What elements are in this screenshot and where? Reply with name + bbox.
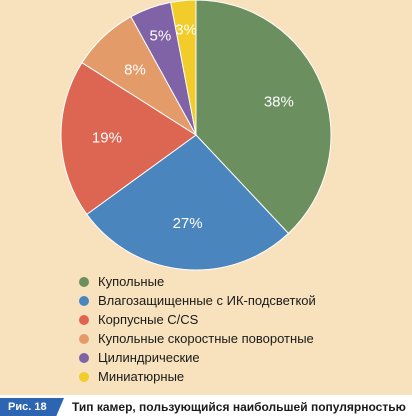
legend-item: Влагозащищенные с ИК-подсветкой — [79, 291, 316, 310]
legend-swatch — [79, 333, 89, 344]
pie-slice-3 — [60, 61, 197, 216]
legend-label: Купольные — [98, 274, 165, 289]
legend-swatch — [79, 371, 89, 382]
pie-slice-label-4: 8% — [124, 62, 146, 79]
legend-label: Купольные скоростные поворотные — [98, 331, 314, 346]
figure-caption-text: Тип камер, пользующийся наибольшей попул… — [72, 400, 406, 414]
pie-chart: 38% 27% 19% 8% 5% 3% — [60, 0, 332, 271]
pie-slice-2 — [86, 134, 290, 271]
legend: Купольные Влагозащищенные с ИК-подсветкой… — [79, 272, 316, 386]
legend-label: Корпусные C/CS — [98, 312, 199, 327]
pie-slice-label-3: 19% — [92, 129, 122, 146]
legend-swatch — [79, 276, 89, 287]
legend-swatch — [79, 295, 89, 306]
pie-slice-6 — [170, 0, 197, 136]
pie-slice-label-6: 3% — [175, 22, 197, 39]
pie-slice-label-5: 5% — [149, 27, 171, 44]
figure-number-badge: Рис. 18 — [0, 398, 64, 416]
legend-item: Цилиндрические — [79, 348, 316, 367]
legend-label: Влагозащищенные с ИК-подсветкой — [98, 293, 316, 308]
legend-item: Купольные — [79, 272, 316, 291]
pie-slice-label-2: 27% — [173, 215, 203, 232]
pie-slice-1 — [195, 0, 332, 235]
legend-item: Купольные скоростные поворотные — [79, 329, 316, 348]
legend-swatch — [79, 314, 89, 325]
legend-label: Цилиндрические — [98, 350, 200, 365]
chart-panel: 38% 27% 19% 8% 5% 3% Купольные Влагозащищенные… — [0, 0, 412, 395]
legend-item: Миниатюрные — [79, 367, 316, 386]
legend-label: Миниатюрные — [98, 369, 185, 384]
figure-caption: Рис. 18 Тип камер, пользующийся наибольш… — [0, 398, 412, 416]
pie-slice-label-1: 38% — [264, 94, 294, 111]
legend-swatch — [79, 352, 89, 363]
legend-item: Корпусные C/CS — [79, 310, 316, 329]
